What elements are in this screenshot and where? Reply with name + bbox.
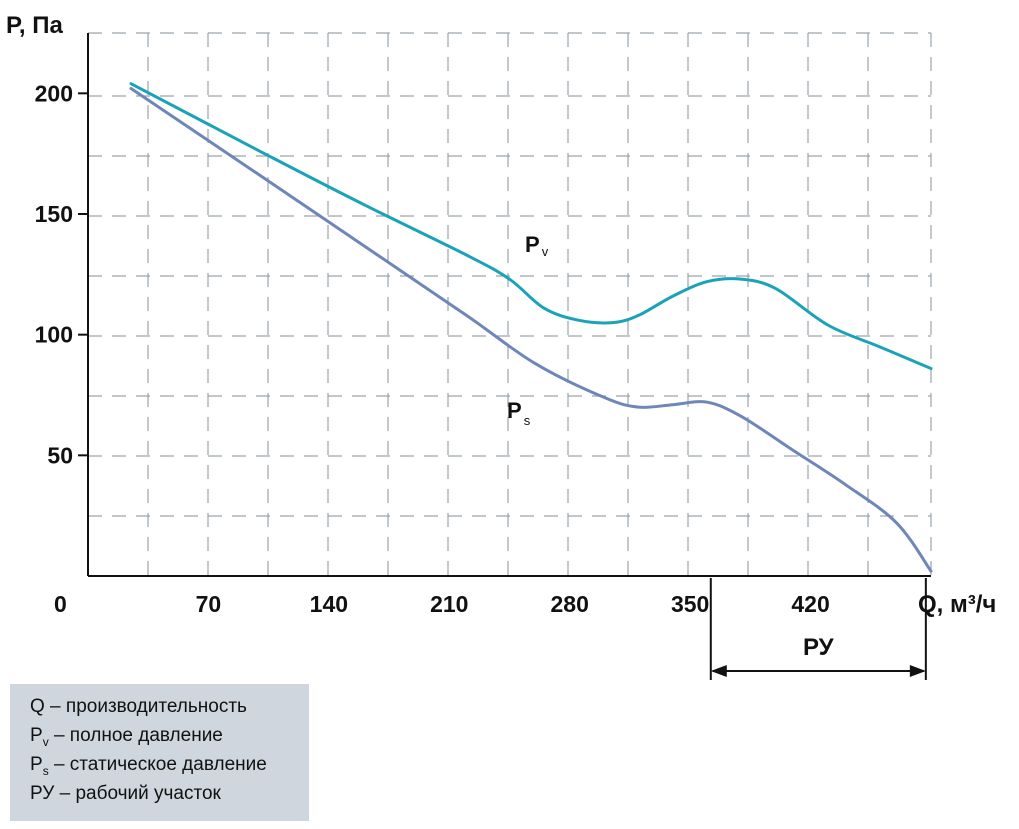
x-axis-title: Q, м³/ч (918, 591, 996, 618)
x-tick-label: 210 (430, 591, 468, 617)
legend-item-pv: Pv – полное давление (30, 725, 223, 749)
ticks: 50 100 150 200 70 140 210 280 350 420 (35, 80, 830, 617)
legend-item-ru: РУ – рабочий участок (30, 783, 221, 804)
region-arrow-right-head (909, 665, 926, 677)
y-tick-label: 50 (47, 442, 73, 468)
x-tick-label: 350 (671, 591, 709, 617)
x-tick-label: 420 (791, 591, 829, 617)
origin-label: 0 (54, 591, 67, 617)
working-region-label: РУ (803, 634, 835, 661)
x-tick-label: 140 (310, 591, 348, 617)
region-arrow-left-head (710, 665, 727, 677)
y-tick-label: 150 (35, 201, 73, 227)
curve-pv (129, 82, 933, 370)
grid (88, 32, 932, 576)
y-axis-title: P, Па (6, 12, 64, 39)
axes (78, 33, 931, 577)
y-tick-label: 200 (35, 80, 73, 106)
legend-item-ps: Ps – статическое давление (30, 754, 267, 778)
curve-ps (129, 87, 933, 573)
x-tick-label: 70 (196, 591, 222, 617)
working-region-marker (709, 578, 927, 680)
legend-box: Q – производительность Pv – полное давле… (10, 684, 309, 821)
x-tick-label: 280 (551, 591, 589, 617)
y-tick-label: 100 (35, 322, 73, 348)
legend-item-q: Q – производительность (30, 696, 247, 717)
curves (129, 82, 933, 573)
